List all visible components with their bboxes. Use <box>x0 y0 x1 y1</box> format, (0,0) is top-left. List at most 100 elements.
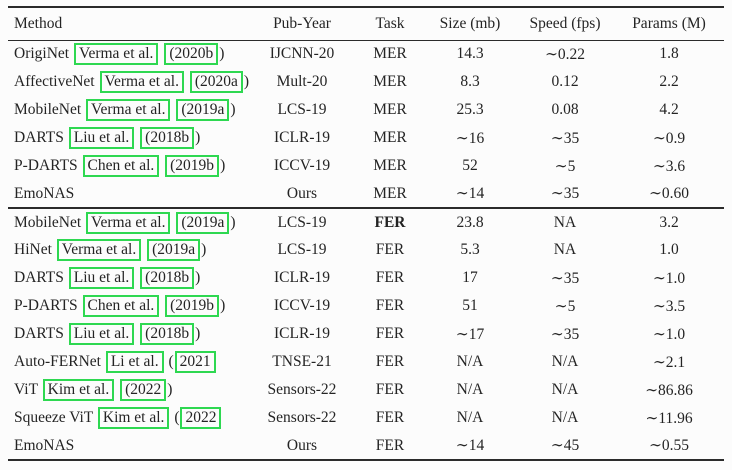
citation-year-link-box[interactable]: (2018b <box>140 267 195 289</box>
size-cell: 25.3 <box>456 101 484 118</box>
table-row: Squeeze ViT Kim et al. (2022 Sensors-22 FE… <box>8 404 724 432</box>
citation-year-link-box[interactable]: (2018b <box>140 323 195 345</box>
params-cell: ∼0.55 <box>648 437 690 454</box>
citation-author-link-box[interactable]: Verma et al. <box>99 71 184 93</box>
method-cell: Auto-FERNet Li et al. (2021 <box>8 348 248 376</box>
citation-author-link-box[interactable]: Li et al. <box>105 351 164 373</box>
citation-close-paren: ) <box>219 45 225 63</box>
task-cell: FER <box>375 269 405 286</box>
task-cell: FER <box>375 381 405 398</box>
params-cell: ∼86.86 <box>645 381 693 399</box>
method-cell: MobileNet Verma et al. (2019a) <box>8 96 248 124</box>
citation-author-link-box[interactable]: Liu et al. <box>68 323 135 345</box>
method-cell: P-DARTS Chen et al. (2019b) <box>8 292 248 320</box>
pub-year-cell: Mult-20 <box>276 73 328 90</box>
citation-year-link-box[interactable]: 2021 <box>174 351 216 373</box>
citation-year-link-box[interactable]: (2019a <box>176 99 230 121</box>
speed-cell: ∼35 <box>550 269 580 287</box>
method-cell: ViT Kim et al. (2022) <box>8 376 248 404</box>
table-section-mer: OrigiNet Verma et al. (2020b) IJCNN-20 MER… <box>8 40 724 208</box>
citation-year-link-box[interactable]: (2019a <box>147 239 201 261</box>
size-cell: ∼16 <box>455 129 485 147</box>
table-section-fer: MobileNet Verma et al. (2019a) LCS-19 FER 2… <box>8 208 724 460</box>
citation-year-link-box[interactable]: (2022 <box>120 379 167 401</box>
params-cell: 2.2 <box>659 73 679 90</box>
citation-author-link-box[interactable]: Verma et al. <box>56 239 142 261</box>
pub-year-cell: LCS-19 <box>277 241 327 258</box>
size-cell: 14.3 <box>456 45 484 63</box>
table-row: P-DARTS Chen et al. (2019b) ICCV-19 FER 51 ∼… <box>8 292 724 320</box>
citation-close-paren: ) <box>220 297 226 314</box>
table-row: OrigiNet Verma et al. (2020b) IJCNN-20 MER… <box>8 40 724 68</box>
citation-author-link-box[interactable]: Liu et al. <box>68 267 135 289</box>
citation-author-link-box[interactable]: Verma et al. <box>86 211 171 234</box>
method-name: DARTS <box>14 325 68 342</box>
citation-author-link-box[interactable]: Kim et al. <box>42 379 115 401</box>
speed-cell: ∼35 <box>550 185 580 202</box>
citation-close-paren: ) <box>195 269 201 286</box>
column-header-pub-year: Pub-Year <box>273 14 331 32</box>
task-cell: FER <box>375 325 405 342</box>
task-cell: MER <box>373 73 407 90</box>
citation-author-link-box[interactable]: Chen et al. <box>82 155 160 177</box>
pub-year-cell: ICLR-19 <box>274 269 330 286</box>
header-row: Method Pub-Year Task Size (mb) Speed (fp… <box>8 7 724 40</box>
task-cell: FER <box>374 213 406 231</box>
task-cell: FER <box>375 241 405 258</box>
method-cell: P-DARTS Chen et al. (2019b) <box>8 152 248 180</box>
task-cell: MER <box>373 184 407 202</box>
method-cell: OrigiNet Verma et al. (2020b) <box>8 40 248 68</box>
citation-author-link-box[interactable]: Chen et al. <box>82 295 160 317</box>
task-cell: FER <box>375 297 405 314</box>
citation-author-link-box[interactable]: Liu et al. <box>68 127 135 149</box>
method-name: EmoNAS <box>14 436 75 454</box>
method-name: EmoNAS <box>14 184 75 202</box>
size-cell: 52 <box>462 157 478 174</box>
method-name: Squeeze ViT <box>14 409 97 426</box>
params-cell: ∼3.6 <box>652 157 686 175</box>
citation-close-paren: ) <box>243 73 250 90</box>
citation-year-link-box[interactable]: (2019b <box>165 155 220 177</box>
pub-year-cell: ICCV-19 <box>273 157 331 174</box>
citation-year-link-box[interactable]: (2018b <box>140 127 195 149</box>
citation-year-link-box[interactable]: (2020a <box>189 71 243 93</box>
column-header-size: Size (mb) <box>439 14 501 32</box>
citation-author-link-box[interactable]: Verma et al. <box>86 99 171 121</box>
pub-year-cell: ICLR-19 <box>274 129 330 146</box>
size-cell: ∼14 <box>455 437 485 454</box>
table-row: EmoNAS Ours FER ∼14 ∼45 ∼0.55 <box>8 432 724 460</box>
citation-author-link-box[interactable]: Verma et al. <box>73 43 159 66</box>
citation-close-paren: ) <box>201 241 207 258</box>
method-cell: DARTS Liu et al. (2018b) <box>8 320 248 348</box>
citation-author-link-box[interactable]: Kim et al. <box>97 407 170 429</box>
pub-year-cell: Sensors-22 <box>267 409 337 426</box>
speed-cell: ∼5 <box>554 297 576 315</box>
params-cell: 3.2 <box>659 213 679 231</box>
citation-close-paren: ) <box>167 381 173 398</box>
params-cell: ∼1.0 <box>652 269 686 287</box>
pub-year-cell: LCS-19 <box>277 101 327 118</box>
citation-year-link-box[interactable]: (2019a <box>176 211 230 234</box>
citation-year-link-box[interactable]: (2020b <box>164 43 219 66</box>
table-row: DARTS Liu et al. (2018b) ICLR-19 FER ∼17 ∼35… <box>8 320 724 348</box>
size-cell: 23.8 <box>456 213 484 231</box>
method-cell: EmoNAS <box>8 180 248 208</box>
citation-year-link-box[interactable]: 2022 <box>180 407 222 429</box>
table-row: ViT Kim et al. (2022) Sensors-22 FER N/A N/A… <box>8 376 724 404</box>
method-cell: DARTS Liu et al. (2018b) <box>8 264 248 292</box>
speed-cell: N/A <box>551 353 579 370</box>
params-cell: ∼3.5 <box>652 297 686 315</box>
method-comparison-table: Method Pub-Year Task Size (mb) Speed (fp… <box>8 6 724 461</box>
citation-close-paren: ) <box>230 213 236 231</box>
table-row: MobileNet Verma et al. (2019a) LCS-19 MER 2… <box>8 96 724 124</box>
table-row: Auto-FERNet Li et al. (2021 TNSE-21 FER N/A… <box>8 348 724 376</box>
column-header-params: Params (M) <box>632 14 706 32</box>
table-row: HiNet Verma et al. (2019a) LCS-19 FER 5.3 NA… <box>8 236 724 264</box>
params-cell: ∼0.60 <box>648 185 690 202</box>
method-name: OrigiNet <box>14 45 73 63</box>
citation-open-paren: ( <box>174 409 180 426</box>
task-cell: FER <box>375 436 405 454</box>
method-name: DARTS <box>14 269 68 286</box>
citation-year-link-box[interactable]: (2019b <box>165 295 220 317</box>
